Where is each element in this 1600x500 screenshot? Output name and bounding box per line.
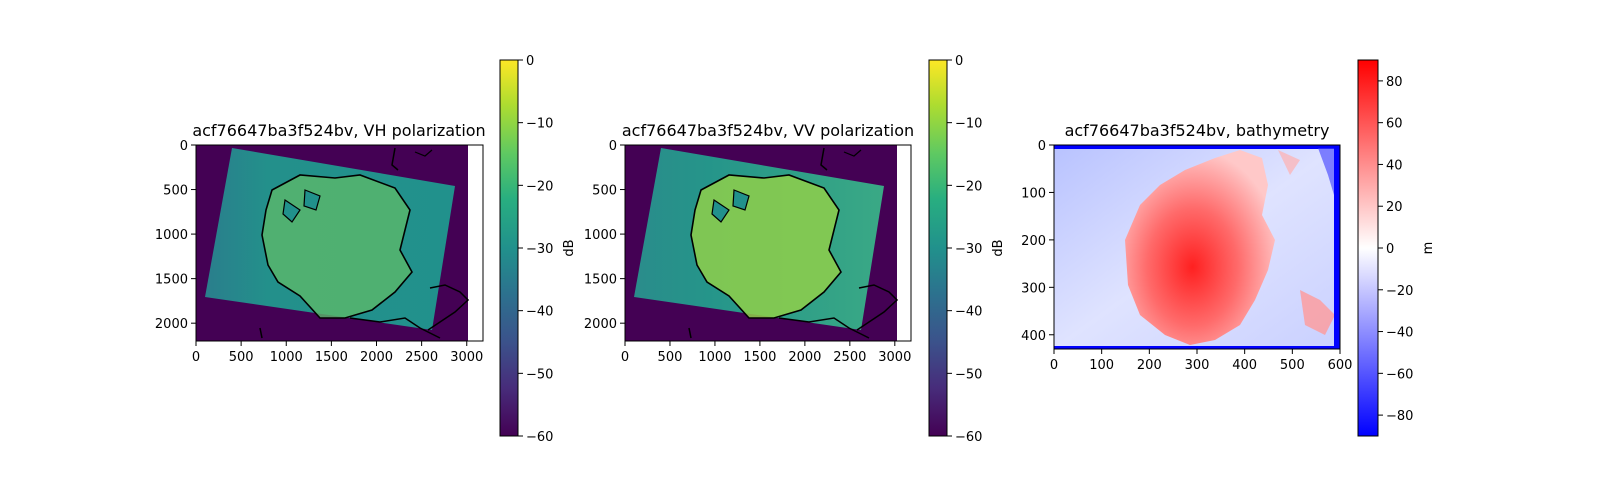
panel-vh-colorbar-tick-label: −60 bbox=[526, 430, 553, 445]
panel-bathy-y-ticks: 0 100 200 300 400 bbox=[1021, 139, 1054, 344]
panel-bathy-axes: 0 100 200 300 400 500 600 0 100 200 300 400 bbox=[1021, 139, 1352, 373]
panel-vh-y-ticks: 0 500 1000 1500 2000 bbox=[155, 139, 196, 332]
panel-vh-y-tick-label: 1000 bbox=[155, 228, 188, 243]
panel-bathy-x-ticks: 0 100 200 300 400 500 600 bbox=[1050, 349, 1353, 373]
panel-bathy-x-tick-label: 300 bbox=[1185, 358, 1210, 373]
panel-bathy-y-tick-label: 200 bbox=[1021, 234, 1046, 249]
panel-vv-colorbar-tick-label: −60 bbox=[955, 430, 982, 445]
panel-bathy: acf76647ba3f524bv, bathymetry 0 100 200 300… bbox=[1021, 59, 1436, 437]
panel-vh-y-tick-label: 1500 bbox=[155, 273, 188, 288]
panel-vv-y-ticks: 0 500 1000 1500 2000 bbox=[584, 139, 625, 332]
panel-vh-colorbar-tick-label: 0 bbox=[526, 54, 534, 69]
panel-vv-axes: 0 500 1000 1500 2000 2500 3000 0 500 1000 1500 200… bbox=[584, 139, 912, 365]
panel-vv-title: acf76647ba3f524bv, VV polarization bbox=[622, 121, 914, 140]
panel-vv-x-tick-label: 1000 bbox=[698, 350, 731, 365]
panel-vh-title: acf76647ba3f524bv, VH polarization bbox=[192, 121, 485, 140]
panel-vh-x-tick-label: 1500 bbox=[315, 350, 348, 365]
panel-vh-colorbar-label: dB bbox=[562, 239, 577, 256]
panel-vv-colorbar-label: dB bbox=[991, 239, 1006, 256]
panel-vv-image bbox=[625, 145, 911, 341]
panel-bathy-colorbar-tick-label: 0 bbox=[1386, 242, 1394, 257]
panel-vh-axes: 0 500 1000 1500 2000 2500 3000 0 500 1000 1500 200… bbox=[155, 139, 484, 365]
panel-vh-x-ticks: 0 500 1000 1500 2000 2500 3000 bbox=[192, 341, 483, 365]
panel-vh-x-tick-label: 2500 bbox=[405, 350, 438, 365]
panel-bathy-colorbar-tick-label: −40 bbox=[1386, 326, 1413, 341]
panel-vv-y-tick-label: 0 bbox=[609, 139, 617, 154]
panel-vv-x-tick-label: 1500 bbox=[743, 350, 776, 365]
panel-vh-colorbar-tick-label: −50 bbox=[526, 367, 553, 382]
panel-bathy-colorbar-tick-label: −20 bbox=[1386, 284, 1413, 299]
panel-bathy-colorbar-tick-label: 40 bbox=[1386, 158, 1403, 173]
panel-bathy-x-tick-label: 100 bbox=[1089, 358, 1114, 373]
panel-bathy-colorbar-ticks: 80 60 40 20 0 −20 −40 −60 −80 bbox=[1378, 75, 1413, 424]
panel-bathy-colorbar-bar bbox=[1357, 59, 1379, 437]
panel-vh-y-tick-label: 2000 bbox=[155, 317, 188, 332]
panel-vh-x-tick-label: 2000 bbox=[360, 350, 393, 365]
panel-vv-colorbar-bar bbox=[928, 59, 948, 437]
panel-vv-colorbar-tick-label: 0 bbox=[955, 54, 963, 69]
panel-vh-y-tick-label: 0 bbox=[180, 139, 188, 154]
panel-vv: acf76647ba3f524bv, VV polarization 0 500 1… bbox=[584, 54, 1006, 445]
panel-vv-x-tick-label: 2000 bbox=[788, 350, 821, 365]
panel-bathy-x-tick-label: 200 bbox=[1137, 358, 1162, 373]
panel-bathy-x-tick-label: 600 bbox=[1328, 358, 1353, 373]
panel-vh-colorbar: 0 −10 −20 −30 −40 −50 −60 dB bbox=[499, 54, 577, 445]
panel-vh-x-tick-label: 1000 bbox=[270, 350, 303, 365]
panel-vv-x-tick-label: 500 bbox=[658, 350, 683, 365]
panel-vh-x-tick-label: 0 bbox=[192, 350, 200, 365]
panel-vh-colorbar-tick-label: −10 bbox=[526, 117, 553, 132]
panel-bathy-y-tick-label: 300 bbox=[1021, 281, 1046, 296]
panel-bathy-x-tick-label: 0 bbox=[1050, 358, 1058, 373]
panel-vh-y-tick-label: 500 bbox=[163, 184, 188, 199]
panel-vh-colorbar-tick-label: −30 bbox=[526, 242, 553, 257]
panel-bathy-colorbar-label: m bbox=[1421, 242, 1436, 255]
panel-bathy-colorbar-tick-label: 80 bbox=[1386, 75, 1403, 90]
panel-vv-x-tick-label: 2500 bbox=[833, 350, 866, 365]
panel-bathy-image bbox=[1054, 145, 1340, 349]
panel-vv-y-tick-label: 500 bbox=[592, 184, 617, 199]
panel-bathy-colorbar: 80 60 40 20 0 −20 −40 −60 −80 m bbox=[1357, 59, 1436, 437]
panel-vv-x-tick-label: 3000 bbox=[878, 350, 911, 365]
panel-vh-colorbar-tick-label: −20 bbox=[526, 179, 553, 194]
panel-bathy-y-tick-label: 0 bbox=[1038, 139, 1046, 154]
panel-vv-y-tick-label: 1500 bbox=[584, 273, 617, 288]
panel-vv-colorbar: 0 −10 −20 −30 −40 −50 −60 dB bbox=[928, 54, 1006, 445]
panel-bathy-title: acf76647ba3f524bv, bathymetry bbox=[1065, 121, 1330, 140]
panel-vv-y-tick-label: 2000 bbox=[584, 317, 617, 332]
panel-vv-colorbar-tick-label: −20 bbox=[955, 179, 982, 194]
panel-bathy-colorbar-tick-label: −80 bbox=[1386, 409, 1413, 424]
panel-bathy-colorbar-tick-label: 60 bbox=[1386, 117, 1403, 132]
panel-vv-colorbar-tick-label: −40 bbox=[955, 305, 982, 320]
panel-vv-colorbar-tick-label: −30 bbox=[955, 242, 982, 257]
panel-bathy-colorbar-tick-label: 20 bbox=[1386, 200, 1403, 215]
panel-vv-colorbar-tick-label: −50 bbox=[955, 367, 982, 382]
panel-bathy-y-tick-label: 400 bbox=[1021, 329, 1046, 344]
panel-vh-colorbar-bar bbox=[499, 59, 519, 437]
panel-vv-x-tick-label: 0 bbox=[621, 350, 629, 365]
panel-vh-colorbar-tick-label: −40 bbox=[526, 305, 553, 320]
panel-vh-x-tick-label: 3000 bbox=[450, 350, 483, 365]
panel-vv-y-tick-label: 1000 bbox=[584, 228, 617, 243]
panel-vv-colorbar-ticks: 0 −10 −20 −30 −40 −50 −60 bbox=[947, 54, 982, 445]
panel-vh-image bbox=[196, 145, 483, 341]
panel-vh-x-tick-label: 500 bbox=[229, 350, 254, 365]
panel-bathy-x-tick-label: 500 bbox=[1280, 358, 1305, 373]
panel-vh-colorbar-ticks: 0 −10 −20 −30 −40 −50 −60 bbox=[518, 54, 553, 445]
panel-vv-x-ticks: 0 500 1000 1500 2000 2500 3000 bbox=[621, 341, 911, 365]
panel-bathy-y-tick-label: 100 bbox=[1021, 186, 1046, 201]
panel-bathy-x-tick-label: 400 bbox=[1232, 358, 1257, 373]
panel-bathy-colorbar-tick-label: −60 bbox=[1386, 367, 1413, 382]
panel-vh: acf76647ba3f524bv, VH polarization 0 500 1… bbox=[155, 54, 577, 445]
panel-vv-colorbar-tick-label: −10 bbox=[955, 117, 982, 132]
